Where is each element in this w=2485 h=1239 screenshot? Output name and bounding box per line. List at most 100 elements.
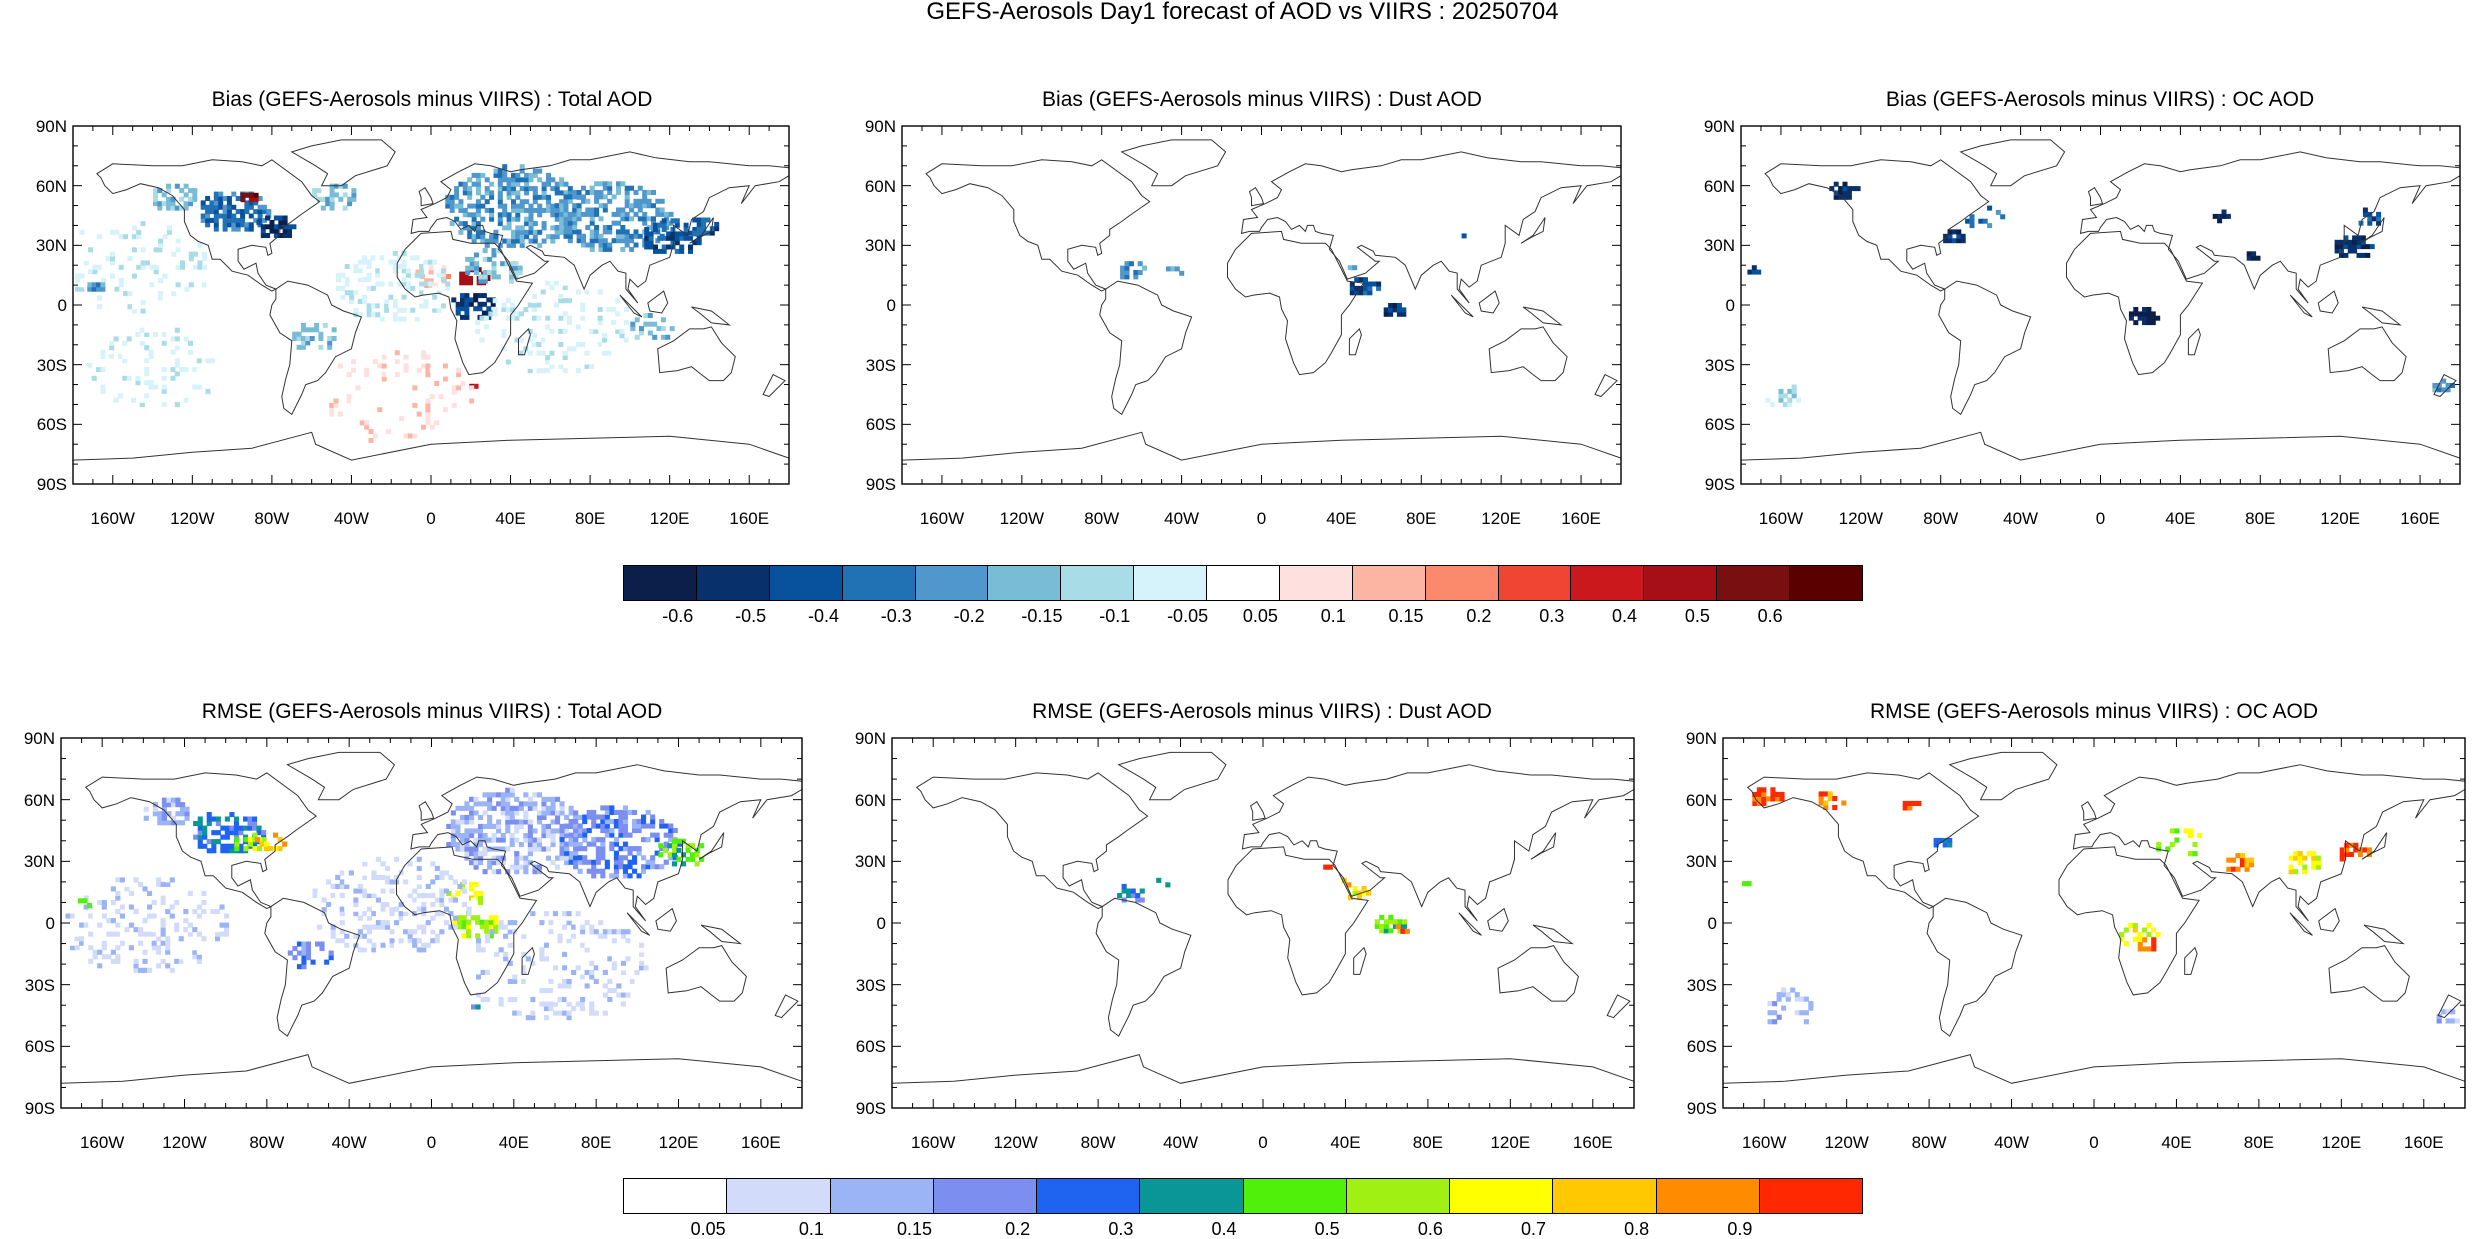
lon-label: 80W [1923, 509, 1959, 528]
lat-label: 30S [1686, 975, 1717, 995]
lon-label: 160E [729, 509, 770, 528]
bias-dust-map [901, 125, 1622, 485]
lat-label: 0 [1707, 914, 1717, 933]
lat-label: 60S [1686, 1037, 1717, 1057]
colorbar-swatch [696, 566, 770, 600]
lon-label: 40E [1330, 1133, 1361, 1152]
colorbar-swatch [933, 1179, 1037, 1213]
lon-label: 160W [79, 1133, 125, 1152]
lon-label: 0 [1256, 509, 1267, 528]
lat-label: 30N [1703, 236, 1735, 256]
lon-label: 80W [1084, 509, 1120, 528]
aod-field [65, 787, 705, 1021]
lon-label: 120E [649, 509, 690, 528]
lat-label: 90S [24, 1099, 55, 1118]
colorbar-swatch [624, 566, 697, 600]
lon-label: 0 [2095, 509, 2106, 528]
lon-label: 120W [993, 1133, 1038, 1152]
colorbar-swatch [624, 1179, 728, 1213]
colorbar-label: -0.4 [807, 606, 839, 626]
panel-title: RMSE (GEFS-Aerosols minus VIIRS) : Dust … [1032, 700, 1492, 723]
colorbar-label: -0.6 [662, 606, 694, 626]
panel-title: Bias (GEFS-Aerosols minus VIIRS) : Dust … [1042, 88, 1482, 111]
panel-title: Bias (GEFS-Aerosols minus VIIRS) : Total… [211, 88, 653, 111]
colorbar-label: 0.2 [1466, 606, 1492, 626]
lat-label: 30N [864, 236, 896, 256]
colorbar-swatch [1425, 566, 1499, 600]
lat-label: 0 [45, 914, 55, 933]
lat-label: 60N [854, 790, 886, 810]
lat-label: 0 [57, 296, 67, 315]
lat-label: 60N [1703, 176, 1735, 196]
lat-label: 60N [864, 176, 896, 196]
lon-label: 120W [999, 509, 1045, 528]
colorbar-label: 0.1 [1320, 606, 1346, 626]
lon-label: 120E [1490, 1133, 1531, 1152]
lat-label: 90S [865, 475, 896, 494]
lat-label: 90N [1703, 117, 1735, 136]
colorbar-swatch [915, 566, 989, 600]
lon-label: 160W [919, 509, 965, 528]
panel-title: RMSE (GEFS-Aerosols minus VIIRS) : OC AO… [1869, 700, 2319, 723]
lat-label: 90S [1686, 1099, 1717, 1118]
colorbar-label: 0.15 [1388, 606, 1424, 626]
lon-label: 40E [2161, 1133, 2192, 1152]
lon-label: 160W [911, 1133, 956, 1152]
colorbar-swatch [988, 566, 1062, 600]
colorbar-label: 0.05 [690, 1219, 726, 1239]
colorbar-label: -0.3 [880, 606, 912, 626]
colorbar-label: 0.1 [798, 1219, 824, 1239]
colorbar-swatch [1717, 566, 1790, 600]
colorbar-label: 0.6 [1757, 606, 1783, 626]
colorbar-swatch [1037, 1179, 1141, 1213]
lon-label: 120W [1838, 509, 1884, 528]
lat-label: 60N [35, 176, 67, 196]
coastlines [901, 139, 1622, 485]
colorbar-swatch [1790, 566, 1862, 600]
colorbar-swatch [1450, 1179, 1554, 1213]
colorbar-label: 0.3 [1539, 606, 1565, 626]
aod-field [75, 164, 720, 443]
lon-label: 160E [1561, 509, 1601, 528]
lat-label: 60S [24, 1037, 55, 1057]
lat-label: 30S [24, 975, 55, 995]
colorbar-label: 0.05 [1242, 606, 1278, 626]
colorbar-swatch [769, 566, 843, 600]
lon-label: 0 [426, 1133, 437, 1152]
rmse-dust-map [891, 737, 1635, 1109]
aod-field [1747, 181, 2455, 408]
lon-label: 40E [2165, 509, 2196, 528]
lon-label: 40W [1163, 1133, 1199, 1152]
rmse-oc-map [1722, 737, 2466, 1109]
lat-label: 30S [865, 355, 896, 375]
lat-label: 90N [1685, 729, 1717, 748]
figure-title: GEFS-Aerosols Day1 forecast of AOD vs VI… [926, 0, 1559, 25]
colorbar-swatch [1498, 566, 1572, 600]
lon-label: 80W [254, 509, 290, 528]
lat-label: 90N [35, 117, 67, 136]
lat-label: 30N [854, 852, 886, 872]
lon-label: 80E [581, 1133, 612, 1152]
lon-label: 160W [1758, 509, 1804, 528]
panel-title: RMSE (GEFS-Aerosols minus VIIRS) : Total… [201, 700, 663, 723]
colorbar-swatch [1243, 1179, 1347, 1213]
lat-label: 90N [864, 117, 896, 136]
lat-label: 90N [23, 729, 55, 748]
lon-label: 80W [249, 1133, 285, 1152]
colorbar-label: -0.05 [1167, 606, 1209, 626]
lat-label: 30S [855, 975, 886, 995]
lat-label: 60S [1704, 415, 1735, 435]
colorbar-swatch [727, 1179, 831, 1213]
colorbar-label: 0.7 [1520, 1219, 1547, 1239]
lon-label: 160E [740, 1133, 781, 1152]
lat-label: 60S [865, 415, 896, 435]
lon-label: 80E [2245, 509, 2276, 528]
lon-label: 80E [1412, 1133, 1443, 1152]
lon-label: 80E [2243, 1133, 2274, 1152]
lat-label: 30S [1704, 355, 1735, 375]
colorbar-label: 0.9 [1727, 1219, 1753, 1239]
colorbar-label: 0.4 [1612, 606, 1638, 626]
lon-label: 80E [574, 509, 606, 528]
lon-label: 160W [1742, 1133, 1787, 1152]
lon-label: 120W [1824, 1133, 1869, 1152]
